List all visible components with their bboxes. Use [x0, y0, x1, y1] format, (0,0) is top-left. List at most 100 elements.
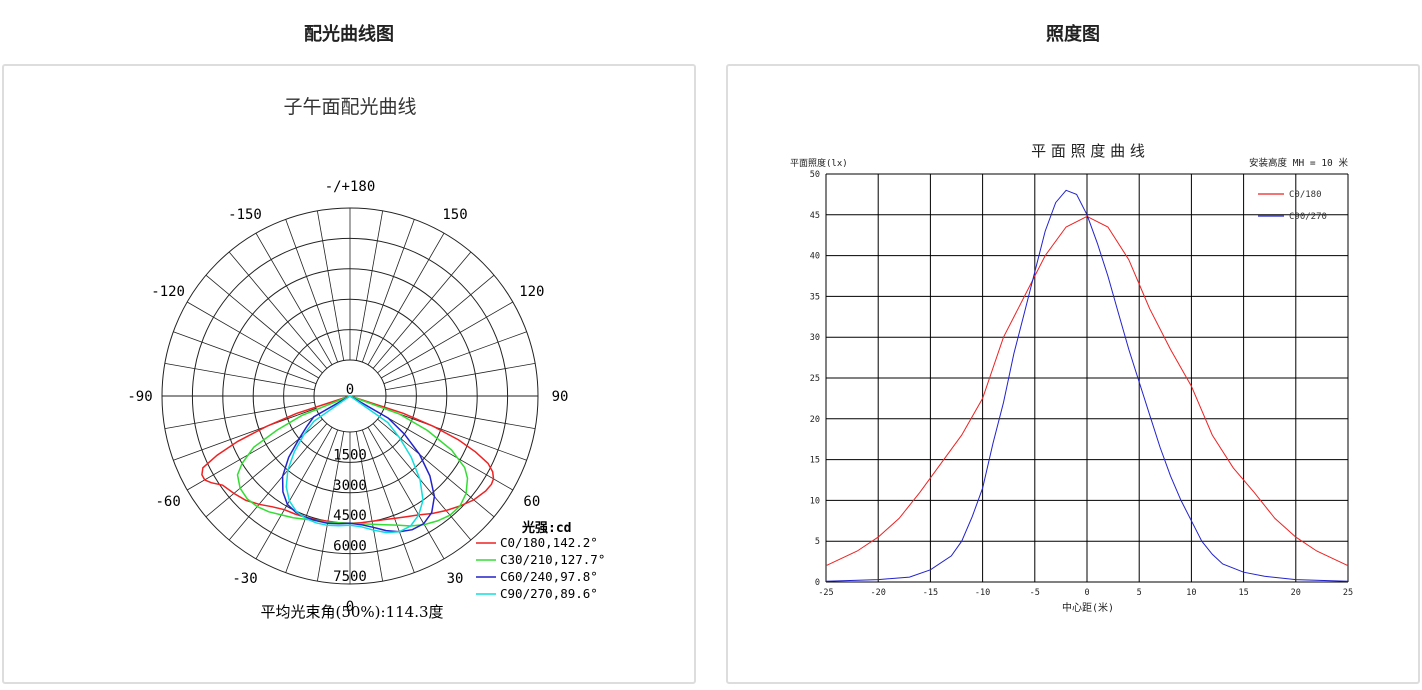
polar-spoke	[372, 423, 472, 541]
polar-spoke	[228, 251, 328, 369]
polar-spoke	[355, 431, 384, 582]
polar-radial-tick-label: 6000	[333, 539, 367, 555]
x-tick-label: 25	[1343, 588, 1353, 598]
illuminance-series-line-1	[825, 189, 1349, 582]
illuminance-xlabel: 中心距(米)	[1062, 601, 1114, 614]
polar-spoke	[186, 301, 320, 379]
polar-angle-label: -150	[228, 207, 262, 223]
y-tick-label: 10	[810, 496, 820, 506]
polar-spoke	[367, 426, 445, 560]
illuminance-panel-title: 照度图	[1046, 24, 1100, 45]
polar-angle-label: -60	[155, 494, 180, 510]
polar-legend-title: 光强:cd	[521, 520, 571, 536]
polar-legend-entry: C60/240,97.8°	[500, 569, 598, 584]
illuminance-title: 平 面 照 度 曲 线	[1031, 142, 1145, 160]
illuminance-legend-entry: C0/180	[1289, 190, 1322, 200]
polar-radial-tick-label: 3000	[333, 478, 367, 494]
polar-ring	[252, 298, 448, 494]
x-tick-label: 5	[1137, 588, 1142, 598]
polar-chart: 子午面配光曲线 0 1500 3000 4500 6000 7500 0 30 60 90 120 15…	[127, 96, 605, 621]
x-tick-label: 10	[1186, 588, 1196, 598]
polar-spoke	[164, 401, 315, 430]
polar-angle-label: 90	[552, 389, 569, 405]
illuminance-series-line-0	[825, 215, 1349, 567]
polar-series-curve-2	[281, 395, 436, 533]
y-tick-label: 20	[810, 415, 820, 425]
polar-inner-circle	[313, 359, 387, 433]
polar-spoke	[285, 429, 339, 573]
polar-angle-label: -/+180	[325, 179, 376, 195]
polar-ring	[191, 237, 509, 555]
polar-radial-tick-label: 4500	[333, 508, 367, 524]
polar-angle-label: 30	[447, 571, 464, 587]
polar-spoke	[383, 331, 527, 385]
illuminance-grid	[825, 173, 1349, 583]
polar-spoke	[380, 301, 514, 379]
polar-spoke	[385, 362, 536, 391]
polar-footer: 平均光束角(50%):114.3度	[260, 603, 443, 621]
polar-spoke	[361, 429, 415, 573]
y-tick-label: 40	[810, 252, 820, 262]
polar-angle-label: -120	[151, 284, 185, 300]
x-tick-label: -15	[923, 588, 938, 598]
x-tick-label: 0	[1084, 588, 1089, 598]
illuminance-legend: C0/180 C90/270	[1258, 190, 1327, 222]
polar-radial-tick-label: 7500	[333, 569, 367, 585]
polar-spoke	[377, 274, 495, 374]
polar-spoke	[173, 331, 317, 385]
polar-spoke	[367, 232, 445, 366]
x-tick-label: -5	[1030, 588, 1040, 598]
polar-spoke	[316, 431, 345, 582]
polar-angle-label: 60	[523, 494, 540, 510]
y-tick-label: 25	[810, 374, 820, 384]
polar-spoke	[377, 418, 495, 518]
polar-series-curve-3	[285, 395, 424, 534]
polar-spoke	[205, 274, 323, 374]
polar-spoke	[255, 232, 333, 366]
y-tick-label: 5	[815, 537, 820, 547]
polar-spoke	[164, 362, 315, 391]
x-tick-label: 20	[1291, 588, 1301, 598]
x-tick-label: -25	[818, 588, 833, 598]
y-tick-label: 30	[810, 333, 820, 343]
illuminance-ylabel: 平面照度(lx)	[790, 157, 848, 169]
y-tick-label: 0	[815, 578, 820, 588]
illuminance-height-note: 安装高度 MH = 10 米	[1249, 157, 1348, 169]
polar-legend-entry: C30/210,127.7°	[500, 552, 605, 567]
x-tick-label: 15	[1238, 588, 1248, 598]
polar-angle-label: 0	[346, 599, 354, 615]
x-tick-label: -20	[871, 588, 886, 598]
polar-center-label: 0	[346, 382, 354, 398]
x-tick-label: -10	[975, 588, 990, 598]
polar-spoke	[255, 426, 333, 560]
polar-spoke	[383, 407, 527, 461]
illuminance-legend-entry: C90/270	[1289, 212, 1327, 222]
polar-spoke	[361, 219, 415, 363]
polar-angle-label: -90	[127, 389, 152, 405]
polar-title: 子午面配光曲线	[283, 96, 416, 118]
y-tick-label: 15	[810, 456, 820, 466]
y-tick-label: 45	[810, 211, 820, 221]
polar-ring	[161, 207, 539, 585]
polar-radial-tick-label: 1500	[333, 447, 367, 463]
polar-angle-label: 120	[519, 284, 544, 300]
polar-spoke	[285, 219, 339, 363]
polar-legend-entry: C90/270,89.6°	[500, 586, 598, 601]
polar-angle-label: 150	[442, 207, 467, 223]
polar-ring	[283, 329, 417, 463]
polar-spoke	[372, 251, 472, 369]
polar-spoke	[385, 401, 536, 430]
illuminance-chart-card: 平 面 照 度 曲 线平面照度(lx) 安装高度 MH = 10 米 -25 -20 -…	[726, 64, 1420, 684]
polar-spoke	[228, 423, 328, 541]
polar-chart-card: 子午面配光曲线 0 1500 3000 4500 6000 7500 0 30 60 90 120 15…	[2, 64, 696, 684]
polar-panel-title: 配光曲线图	[304, 24, 394, 45]
y-tick-label: 35	[810, 292, 820, 302]
polar-legend-entry: C0/180,142.2°	[500, 535, 598, 550]
polar-spoke	[173, 407, 317, 461]
polar-spoke	[380, 413, 514, 491]
polar-spoke	[355, 210, 384, 361]
y-tick-label: 50	[810, 170, 820, 180]
polar-spoke	[316, 210, 345, 361]
